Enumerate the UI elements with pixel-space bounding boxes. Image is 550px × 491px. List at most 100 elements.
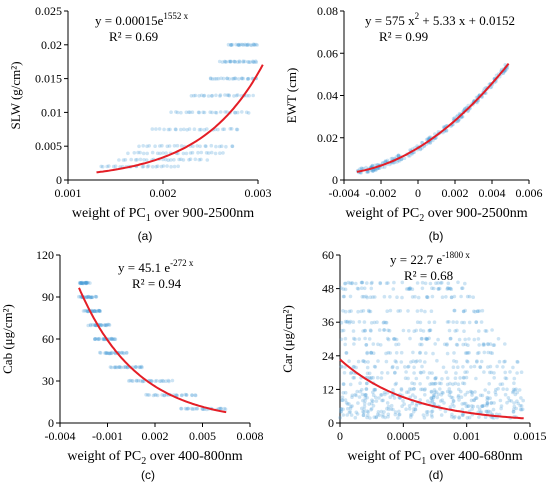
data-point — [409, 413, 413, 417]
data-point — [461, 309, 466, 314]
data-point — [189, 94, 194, 98]
data-point — [440, 280, 444, 285]
data-point — [432, 402, 437, 406]
data-point — [93, 337, 97, 341]
data-point — [348, 371, 353, 376]
panel-c: 0 30 60 90 120 -0.004 -0.001 0.002 0.005 0.008 y =… — [0, 248, 264, 482]
data-point — [229, 43, 233, 47]
data-point — [501, 387, 506, 391]
data-point — [456, 365, 460, 370]
data-point — [478, 365, 482, 369]
data-point — [371, 169, 375, 173]
data-point — [227, 59, 231, 64]
data-point — [218, 151, 222, 155]
data-point — [486, 409, 491, 414]
data-point — [456, 393, 461, 398]
data-point — [192, 127, 197, 131]
data-point — [353, 392, 358, 397]
data-point — [248, 60, 252, 64]
fit-equation: y = 45.1 e-272 x — [118, 258, 194, 275]
data-point — [390, 156, 395, 161]
x-label-rest: over 400-680nm — [426, 449, 523, 464]
data-point — [466, 351, 470, 355]
data-point — [196, 110, 201, 115]
data-point — [430, 415, 434, 419]
data-point — [440, 295, 445, 300]
data-point — [445, 342, 449, 346]
data-point — [343, 281, 347, 286]
data-point — [184, 151, 189, 156]
data-point — [386, 328, 390, 333]
data-point — [492, 401, 496, 405]
data-point — [93, 337, 97, 342]
y-tick-label: 0 — [48, 416, 54, 430]
data-point — [454, 371, 458, 375]
data-point — [109, 336, 114, 341]
data-point — [99, 323, 103, 328]
data-point — [514, 406, 518, 411]
data-point — [356, 401, 360, 405]
data-point — [482, 350, 487, 355]
data-point — [428, 141, 432, 145]
data-point — [80, 281, 84, 286]
data-point — [422, 416, 427, 420]
data-point — [374, 399, 379, 403]
data-point — [424, 137, 429, 142]
data-point — [433, 381, 438, 386]
data-point — [112, 337, 117, 342]
data-point — [416, 295, 421, 300]
data-point — [350, 281, 354, 286]
data-point — [460, 320, 464, 325]
data-point — [113, 164, 118, 168]
data-point — [144, 392, 148, 397]
data-point — [496, 337, 501, 341]
data-point — [448, 286, 452, 291]
data-point — [512, 381, 516, 386]
data-point — [483, 388, 488, 392]
data-point — [427, 135, 432, 140]
y-axis-label: EWT (cm) — [284, 68, 299, 124]
data-point — [343, 342, 348, 347]
data-point — [190, 393, 194, 397]
data-point — [463, 393, 468, 397]
data-point — [474, 396, 478, 401]
data-point — [394, 360, 399, 364]
data-point — [251, 93, 255, 98]
data-point — [161, 151, 165, 155]
data-point — [80, 281, 85, 286]
data-point — [234, 42, 238, 47]
data-point — [83, 280, 87, 285]
data-point — [406, 309, 410, 313]
data-point — [485, 401, 490, 406]
data-point — [388, 351, 393, 355]
data-point — [252, 60, 256, 64]
data-point — [364, 387, 369, 391]
y-tick-label: 0.06 — [317, 46, 338, 60]
data-point — [444, 295, 448, 299]
data-point — [98, 351, 103, 355]
data-point — [339, 407, 343, 411]
data-point — [496, 386, 500, 391]
data-point — [141, 379, 145, 383]
data-point — [430, 286, 434, 291]
data-point — [499, 406, 503, 411]
data-point — [365, 395, 369, 400]
data-point — [449, 287, 454, 292]
data-point — [345, 319, 350, 324]
y-tick-label: 120 — [36, 248, 54, 262]
data-point — [415, 320, 420, 325]
data-point — [162, 127, 166, 132]
data-point — [464, 375, 469, 380]
data-point — [150, 127, 155, 131]
data-point — [374, 415, 379, 420]
data-point — [460, 286, 465, 291]
data-point — [448, 336, 453, 341]
data-point — [216, 76, 221, 81]
data-point — [141, 144, 145, 148]
data-point — [153, 393, 157, 397]
data-point — [92, 309, 97, 313]
y-tick-label: 30 — [42, 374, 54, 388]
data-point — [385, 336, 390, 341]
data-point — [356, 359, 361, 364]
data-point — [360, 392, 365, 397]
